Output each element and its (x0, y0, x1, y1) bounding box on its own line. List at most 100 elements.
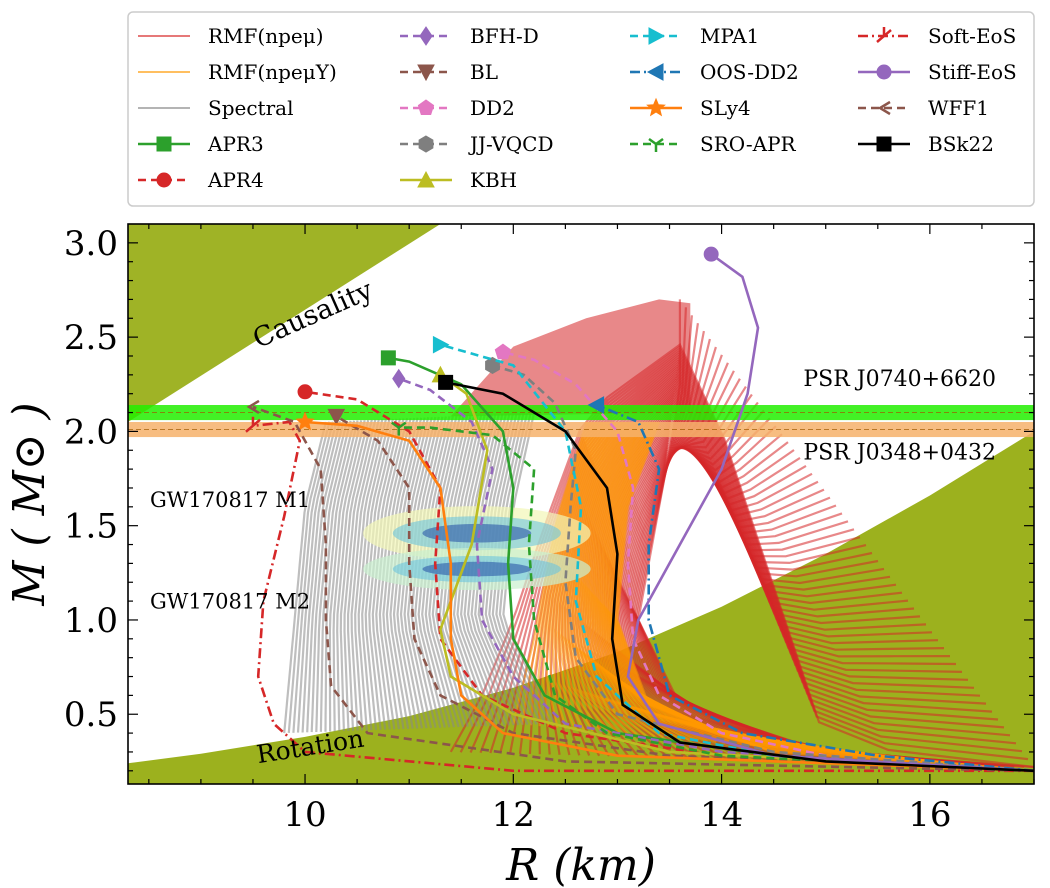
envelope-line (319, 420, 356, 732)
envelope-line (292, 421, 334, 733)
envelope-line (324, 420, 359, 732)
band-label-psr-j0740: PSR J0740+6620 (803, 367, 996, 392)
legend-item-jj-vqcd: JJ-VQCD (400, 132, 554, 156)
legend-marker (417, 99, 435, 115)
legend-item-rmf-npe-y: RMF(npeμY) (138, 60, 337, 84)
series-stiff-eos (626, 246, 1034, 773)
envelope-line (553, 421, 599, 732)
gw-label-m2: GW170817 M2 (150, 590, 310, 614)
legend-item-stiff-eos: Stiff-EoS (858, 60, 1017, 84)
legend-item-sly4: SLy4 (630, 96, 751, 120)
legend-item-mpa1: MPA1 (630, 24, 759, 48)
marker-mpa1 (432, 335, 450, 354)
legend-marker (419, 26, 433, 46)
envelope-line (296, 421, 338, 733)
envelope-line (343, 419, 377, 731)
x-tick-label: 14 (700, 795, 743, 835)
marker-apr3 (380, 350, 396, 366)
series-sly4 (295, 411, 1034, 773)
causality-region (128, 224, 441, 422)
envelope-line (545, 421, 594, 728)
marker-bfh-d (392, 368, 406, 389)
legend-marker (877, 100, 891, 116)
legend-item-kbh: KBH (400, 168, 517, 192)
x-tick-label: 16 (908, 795, 951, 835)
y-axis-label: M ( M⊙ ) (4, 402, 55, 606)
line-bsk22 (445, 381, 1034, 773)
envelope-line (315, 420, 352, 733)
envelope-line (350, 419, 384, 731)
marker-stiff-eos (703, 246, 719, 262)
marker-bsk22 (438, 374, 454, 390)
legend-label: BL (470, 60, 498, 84)
axes: 10 12 14 16 0.5 1.0 1.5 2.0 2.5 3.0 R (km) M ( M⊙ ) (4, 223, 1035, 888)
marker-wff1 (246, 399, 260, 414)
legend-marker (646, 97, 666, 117)
legend-label: MPA1 (700, 24, 759, 48)
legend-item-soft-eos: Soft-EoS (858, 24, 1016, 48)
y-tick-label: 2.0 (64, 412, 118, 452)
line-stiff-eos (626, 253, 1034, 773)
envelope-line (550, 421, 596, 730)
legend-label: DD2 (470, 96, 515, 120)
marker-sro-apr (391, 421, 407, 436)
posterior-gw170817-m1 (363, 506, 591, 561)
series-bsk22 (438, 374, 1034, 773)
legend-marker (417, 170, 435, 188)
y-tick-label: 0.5 (64, 695, 118, 735)
line-kbh (439, 373, 1034, 773)
series-mpa1 (432, 335, 1034, 773)
legend-item-sro-apr: SRO-APR (630, 132, 797, 156)
envelope-line (332, 419, 366, 732)
legend-item-rmf-npe: RMF(npeμ) (138, 24, 324, 48)
envelope-line (563, 421, 638, 736)
legend-frame (127, 11, 1035, 207)
marker-oos-dd2 (587, 396, 605, 414)
envelope-line (310, 420, 349, 733)
eos-series (245, 246, 1034, 773)
legend-item-bl: BL (400, 60, 498, 84)
line-sly4 (304, 420, 1034, 773)
line-oos-dd2 (596, 403, 1034, 773)
envelope-line (361, 418, 394, 731)
legend-marker (418, 135, 434, 153)
series-wff1 (246, 399, 1034, 773)
legend-label: KBH (470, 168, 517, 192)
envelope-line (283, 421, 327, 734)
line-sro-apr (398, 426, 1034, 773)
legend-marker (417, 64, 435, 82)
legend-label: BFH-D (470, 24, 539, 48)
envelope-line (357, 418, 391, 731)
legend-label: SLy4 (700, 96, 751, 120)
legend-marker (876, 136, 892, 152)
legend-label: WFF1 (928, 96, 989, 120)
line-mpa1 (440, 343, 1034, 773)
envelope-line (347, 419, 380, 731)
line-soft-eos (252, 420, 1034, 773)
series-bl (327, 408, 1034, 773)
envelope-line (339, 419, 373, 732)
legend-label: SRO-APR (700, 132, 797, 156)
line-wff1 (252, 405, 1034, 773)
y-tick-label: 1.0 (64, 601, 118, 641)
legend-marker (876, 27, 892, 43)
envelope-line (328, 420, 363, 732)
legend-item-wff1: WFF1 (858, 96, 989, 120)
gw-posteriors (363, 506, 591, 591)
legend-marker (648, 27, 666, 45)
envelope-line (616, 421, 1034, 772)
envelope-cap (450, 299, 691, 417)
marker-dd2 (494, 343, 512, 360)
legend-label: Soft-EoS (928, 24, 1016, 48)
legend-label: RMF(npeμ) (208, 24, 324, 48)
series-soft-eos (245, 416, 1034, 773)
legend-marker (156, 136, 172, 152)
legend: RMF(npeμ) RMF(npeμY) Spectral APR3 APR4 BFH-D… (127, 11, 1035, 207)
legend-label: RMF(npeμY) (208, 60, 337, 84)
legend-label: Stiff-EoS (928, 60, 1017, 84)
legend-label: APR4 (207, 168, 264, 192)
x-tick-label: 12 (492, 795, 535, 835)
marker-soft-eos (245, 416, 261, 433)
envelope-line (557, 421, 612, 734)
